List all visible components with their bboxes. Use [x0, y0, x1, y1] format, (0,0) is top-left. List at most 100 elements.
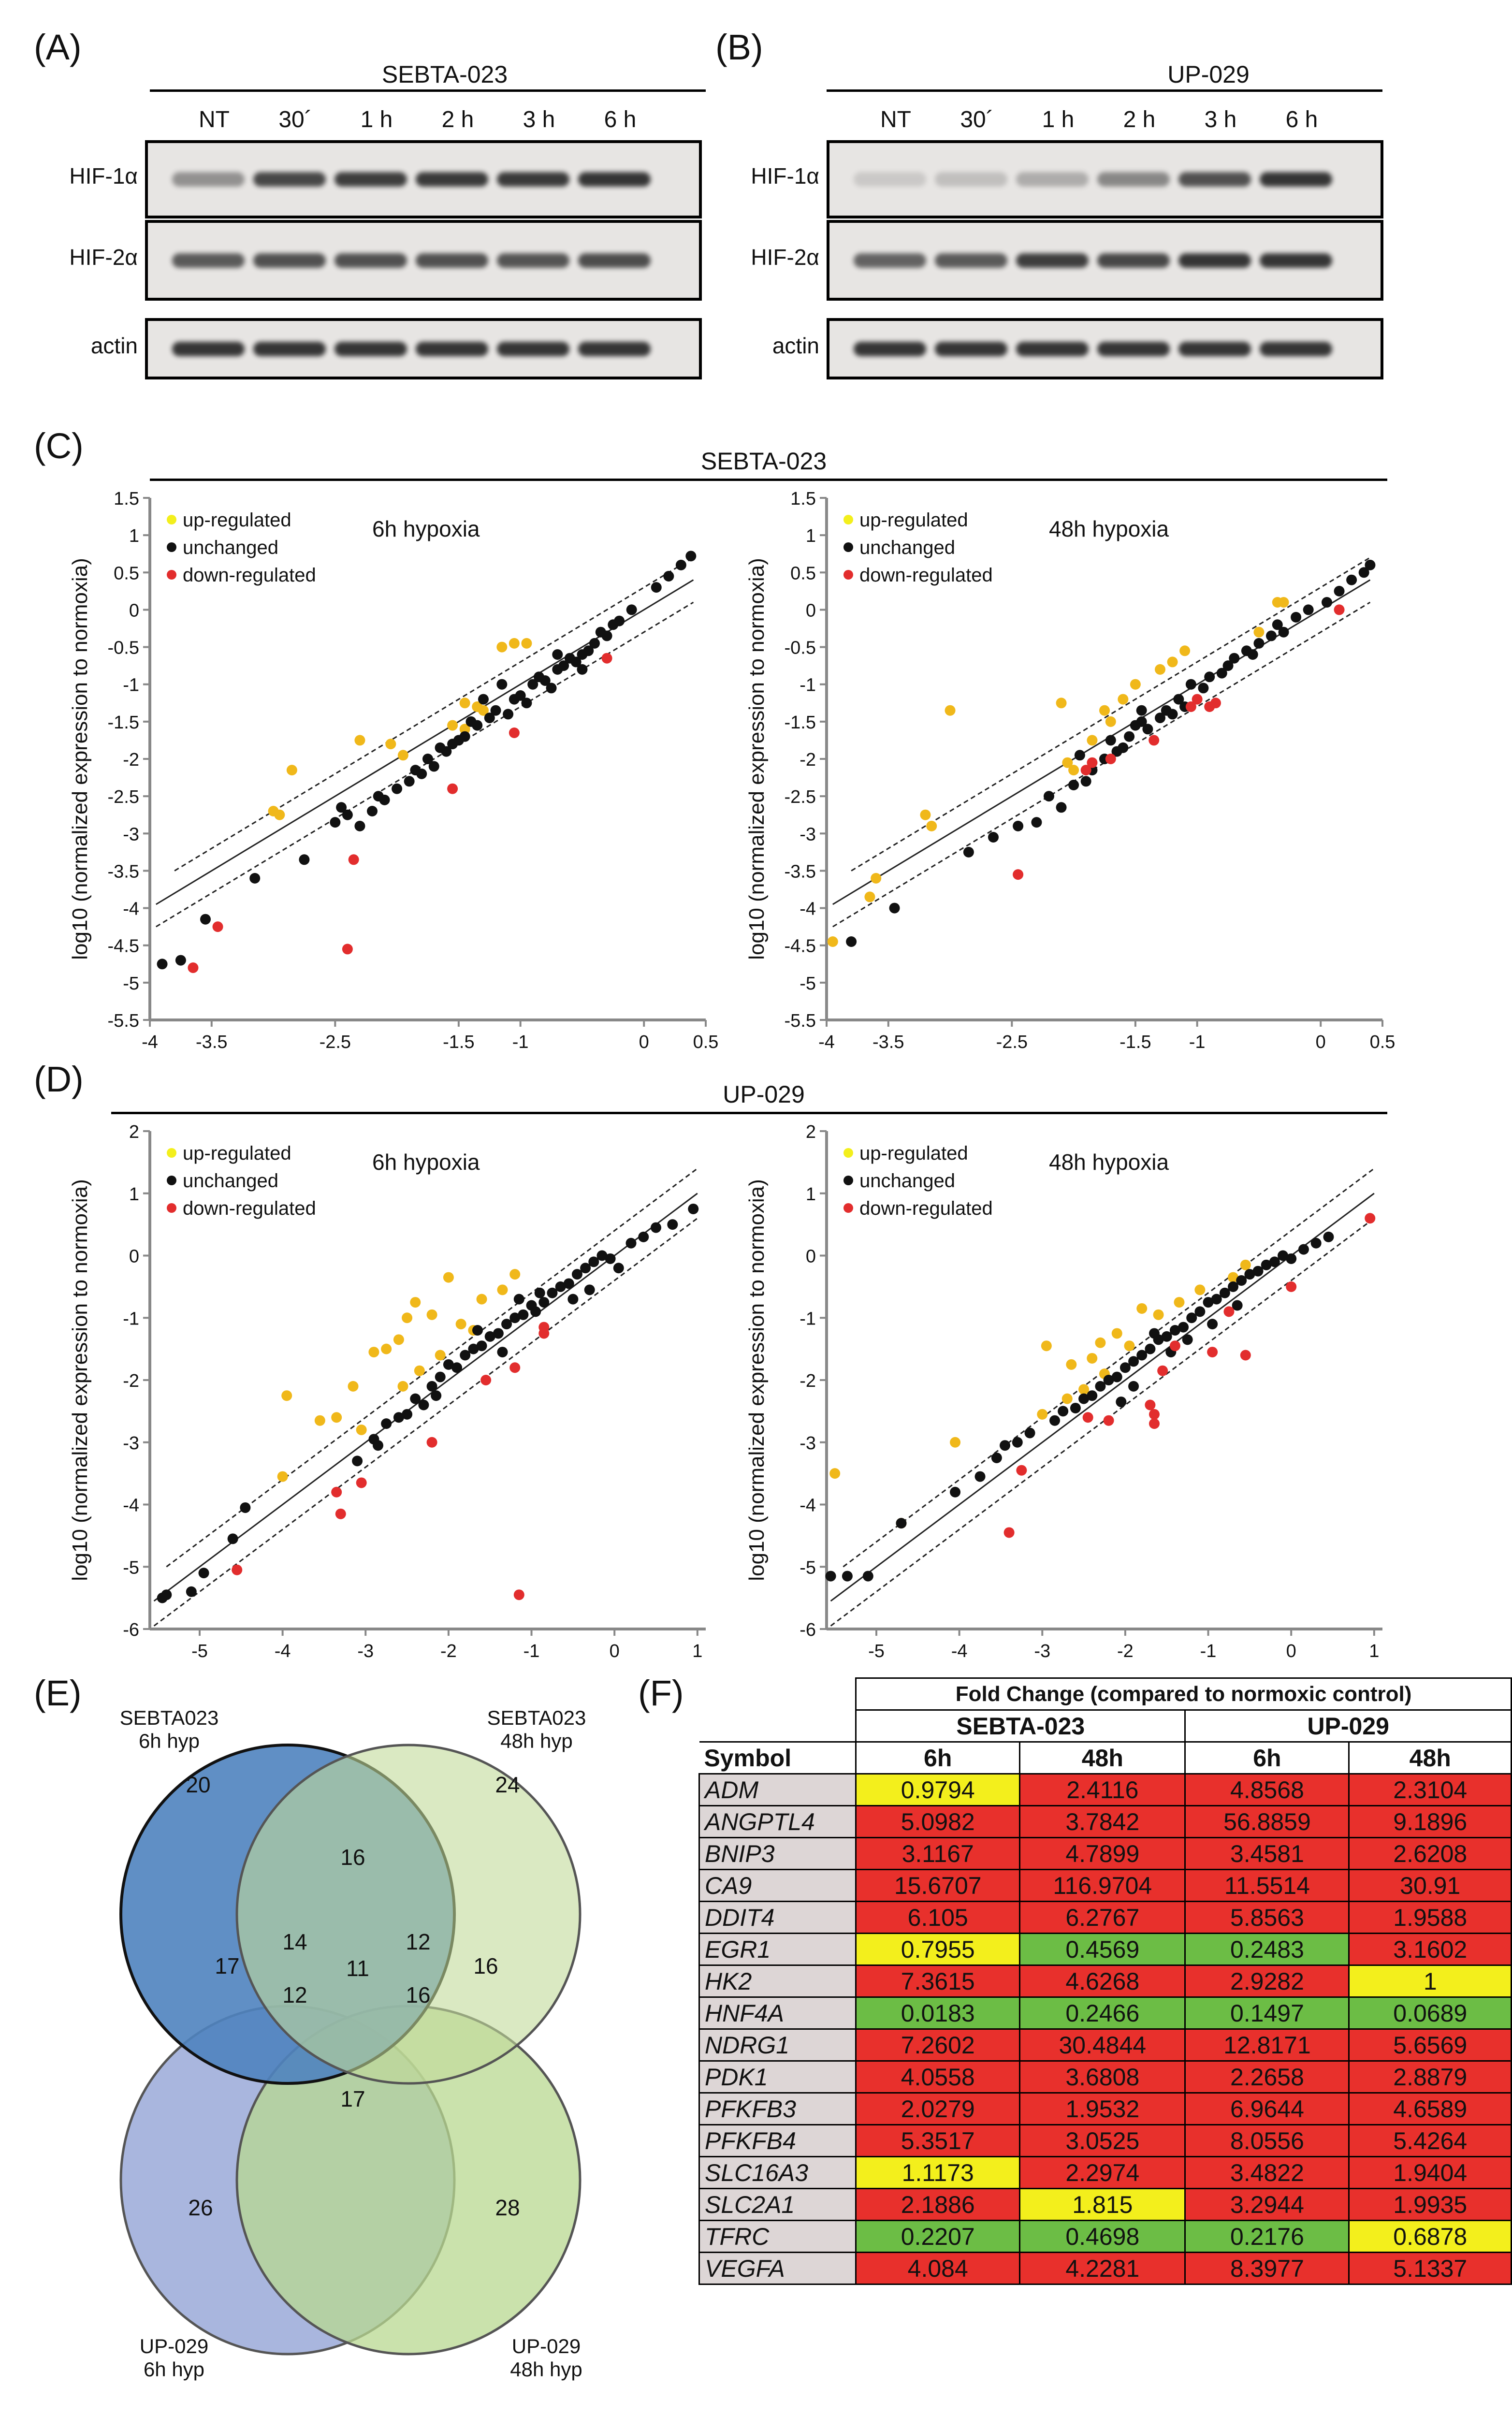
legend-label: up-regulated: [183, 1143, 291, 1164]
table-cell-value: 5.6569: [1348, 2028, 1512, 2062]
data-point-unchanged: [393, 1412, 404, 1423]
data-point-unchanged: [435, 1371, 446, 1382]
venn-ellipse-sebta-48h: [235, 1744, 582, 2085]
data-point-unchanged: [1013, 820, 1024, 831]
table-cell-value: 2.6208: [1348, 1837, 1512, 1870]
table-row: ANGPTL4 5.0982 3.7842 56.8859 9.1896: [698, 1805, 1512, 1838]
table-cell-value: 2.2974: [1019, 2156, 1186, 2189]
data-point-unchanged: [527, 679, 538, 690]
blot-b-lane-label: 30´: [960, 107, 994, 132]
data-point-down-regulated: [1103, 1415, 1114, 1426]
table-group-up029: UP-029: [1184, 1709, 1512, 1743]
data-point-unchanged: [534, 1287, 545, 1298]
data-point-unchanged: [472, 720, 483, 731]
confidence-bound-line: [156, 601, 694, 928]
blot-b-band: [1016, 172, 1089, 187]
table-cell-symbol: SLC2A1: [698, 2188, 857, 2221]
legend-label: unchanged: [183, 1170, 278, 1192]
data-point-up-regulated: [1240, 1259, 1251, 1270]
blot-a-band: [253, 253, 326, 268]
data-point-up-regulated: [476, 1294, 487, 1305]
data-point-up-regulated: [397, 750, 408, 761]
table-row: EGR1 0.7955 0.4569 0.2483 3.1602: [698, 1933, 1512, 1966]
panel-letter-c: (C): [34, 426, 84, 466]
data-point-unchanged: [1182, 1334, 1193, 1345]
blot-a-band: [172, 253, 245, 268]
blot-b-row-label: HIF-1α: [751, 163, 819, 189]
table-corner: [699, 1710, 856, 1742]
table-cell-value: 11.5514: [1184, 1869, 1350, 1902]
x-tick-label: 0.5: [693, 1032, 719, 1052]
data-point-unchanged: [1186, 1312, 1197, 1324]
table-cell-value: 7.2602: [855, 2028, 1021, 2062]
blot-b-band: [1178, 253, 1251, 268]
venn-count-sebta-6h-48h: 16: [340, 1845, 365, 1870]
data-point-unchanged: [373, 791, 384, 802]
confidence-bound-line: [153, 1218, 698, 1627]
data-point-unchanged: [1103, 1375, 1114, 1385]
data-point-unchanged: [1118, 742, 1129, 753]
data-point-down-regulated: [1149, 1409, 1160, 1420]
blot-b-header-line: [827, 89, 1382, 92]
x-tick-label: -3: [1034, 1641, 1050, 1661]
data-point-unchanged: [227, 1533, 238, 1544]
venn-label-sebta-48h: SEBTA023 48h hyp: [464, 1706, 609, 1753]
data-point-up-regulated: [281, 1390, 292, 1401]
table-cell-value: 3.0525: [1019, 2124, 1186, 2157]
blot-b-band: [854, 172, 926, 187]
data-point-unchanged: [518, 1309, 529, 1320]
data-point-up-regulated: [871, 873, 882, 884]
y-tick-label: -2: [800, 750, 816, 770]
data-point-down-regulated: [1207, 1347, 1218, 1358]
table-group-sebta: SEBTA-023: [855, 1709, 1186, 1743]
data-point-unchanged: [546, 683, 557, 694]
table-cell-value: 30.91: [1348, 1869, 1512, 1902]
y-axis-label: log10 (normalized expression to normoxia…: [745, 1179, 769, 1581]
blot-b-lane-label: 3 h: [1204, 107, 1237, 132]
table-row: ADM 0.9794 2.4116 4.8568 2.3104: [698, 1773, 1512, 1806]
data-point-down-regulated: [538, 1328, 550, 1339]
confidence-bound-line: [843, 1168, 1375, 1568]
data-point-unchanged: [1291, 611, 1302, 623]
data-point-down-regulated: [1169, 1340, 1180, 1352]
data-point-unchanged: [547, 1287, 558, 1298]
data-point-unchanged: [1070, 1402, 1081, 1413]
venn-label-up029-6h: UP-029 6h hyp: [111, 2335, 237, 2382]
table-cell-symbol: ADM: [698, 1773, 857, 1806]
data-point-down-regulated: [212, 921, 223, 932]
table-cell-symbol: BNIP3: [698, 1837, 857, 1870]
table-cell-value: 12.8171: [1184, 2028, 1350, 2062]
data-point-unchanged: [588, 1256, 599, 1267]
venn-count-three-way-c: 12: [282, 1982, 307, 2008]
data-point-unchanged: [198, 1568, 209, 1579]
y-tick-label: 0: [129, 600, 139, 621]
table-cell-value: 0.6878: [1348, 2220, 1512, 2253]
x-tick-label: -4: [818, 1032, 835, 1052]
table-cell-value: 4.0558: [855, 2060, 1021, 2094]
data-point-down-regulated: [1286, 1281, 1297, 1292]
data-point-unchanged: [1272, 619, 1283, 630]
data-point-up-regulated: [920, 809, 931, 820]
blot-a-cell-line: SEBTA-023: [381, 61, 508, 88]
data-point-up-regulated: [521, 638, 532, 649]
data-point-unchanged: [1194, 1306, 1206, 1317]
y-tick-label: -2: [800, 1371, 816, 1391]
data-point-unchanged: [605, 1253, 616, 1264]
table-row: CA9 15.6707 116.9704 11.5514 30.91: [698, 1869, 1512, 1902]
table-subheader: 6h: [1184, 1741, 1350, 1775]
data-point-unchanged: [1244, 1269, 1255, 1280]
table-cell-symbol: PDK1: [698, 2060, 857, 2094]
data-point-up-regulated: [1095, 1337, 1106, 1348]
table-subheader-row: Symbol 6h 48h 6h 48h: [699, 1741, 1512, 1775]
data-point-up-regulated: [1062, 757, 1073, 768]
table-cell-value: 2.0279: [855, 2092, 1021, 2125]
data-point-unchanged: [1346, 574, 1357, 585]
data-point-unchanged: [426, 1381, 437, 1392]
blot-a-band: [334, 253, 407, 268]
x-tick-label: -4: [951, 1641, 968, 1661]
data-point-unchanged: [1216, 668, 1227, 679]
fold-change-table: Fold Change (compared to normoxic contro…: [698, 1677, 1512, 2285]
data-point-up-regulated: [509, 638, 520, 649]
legend-label: down-regulated: [183, 565, 316, 586]
data-point-unchanged: [1298, 1244, 1309, 1255]
